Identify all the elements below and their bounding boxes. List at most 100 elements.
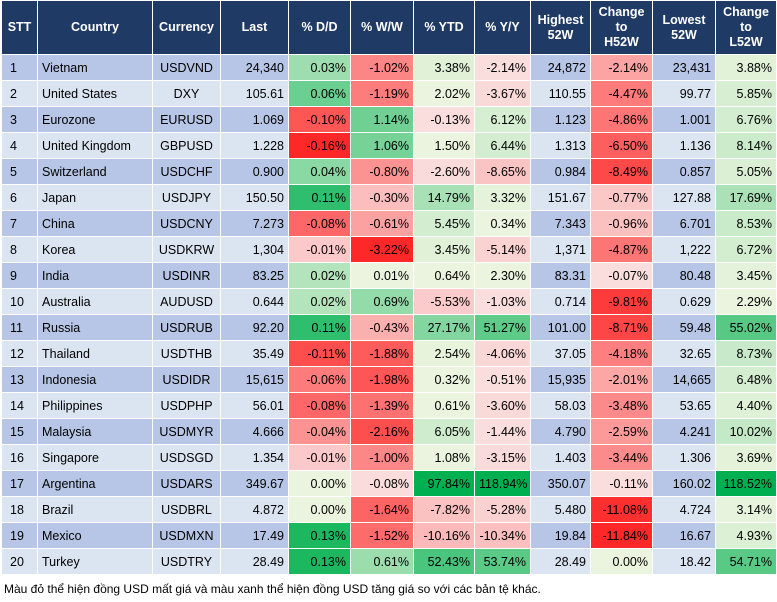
table-cell: USDTRY (152, 548, 221, 575)
table-cell: -2.14% (590, 54, 653, 81)
table-cell: 80.48 (652, 262, 716, 289)
column-header: Change to H52W (590, 0, 653, 55)
table-cell: 4.93% (715, 522, 777, 549)
table-cell: 4.724 (652, 496, 716, 523)
column-header: Country (37, 0, 153, 55)
table-row: 20 Turkey USDTRY 28.49 0.13% 0.61% 52.43% 53.74… (1, 548, 777, 575)
table-cell: -0.01% (288, 444, 351, 471)
table-cell: 24,872 (530, 54, 591, 81)
table-cell: -8.71% (590, 314, 653, 341)
table-cell: 5.45% (413, 210, 475, 237)
table-cell: 0.644 (220, 288, 289, 315)
table-cell: 4 (1, 132, 38, 159)
table-cell: 0.00% (590, 548, 653, 575)
table-cell: 0.629 (652, 288, 716, 315)
table-cell: 0.11% (288, 314, 351, 341)
table-cell: 0.13% (288, 522, 351, 549)
table-cell: -0.96% (590, 210, 653, 237)
table-cell: USDTHB (152, 340, 221, 367)
table-cell: 0.857 (652, 158, 716, 185)
table-cell: -1.39% (350, 392, 414, 419)
table-cell: 0.34% (474, 210, 531, 237)
table-body: 1 Vietnam USDVND 24,340 0.03% -1.02% 3.38% -2.1… (1, 54, 777, 575)
table-row: 13 Indonesia USDIDR 15,615 -0.06% -1.98% 0.32%… (1, 366, 777, 393)
table-cell: China (37, 210, 153, 237)
table-cell: 1.136 (652, 132, 716, 159)
table-cell: -2.59% (590, 418, 653, 445)
table-cell: 2.30% (474, 262, 531, 289)
table-cell: -1.00% (350, 444, 414, 471)
table-cell: -0.77% (590, 184, 653, 211)
table-cell: Philippines (37, 392, 153, 419)
table-cell: 8.73% (715, 340, 777, 367)
table-cell: 6 (1, 184, 38, 211)
table-cell: 53.65 (652, 392, 716, 419)
column-header: Lowest 52W (652, 0, 716, 55)
table-cell: AUDUSD (152, 288, 221, 315)
table-cell: 150.50 (220, 184, 289, 211)
table-cell: USDSGD (152, 444, 221, 471)
table-cell: -0.08% (288, 392, 351, 419)
table-cell: -0.80% (350, 158, 414, 185)
table-cell: 92.20 (220, 314, 289, 341)
footnote: Màu đỏ thể hiện đồng USD mất giá và màu … (4, 582, 541, 596)
table-cell: 6.48% (715, 366, 777, 393)
table-cell: Mexico (37, 522, 153, 549)
table-cell: 3.69% (715, 444, 777, 471)
table-cell: -1.03% (474, 288, 531, 315)
table-cell: -2.60% (413, 158, 475, 185)
table-cell: -0.01% (288, 236, 351, 263)
table-row: 1 Vietnam USDVND 24,340 0.03% -1.02% 3.38% -2.1… (1, 54, 777, 81)
table-cell: -3.48% (590, 392, 653, 419)
table-cell: 1.14% (350, 106, 414, 133)
table-cell: 99.77 (652, 80, 716, 107)
table-cell: 1.123 (530, 106, 591, 133)
fx-table: STT Country Currency Last% D/D% W/W% YTD% Y… (1, 0, 777, 575)
table-cell: 118.52% (715, 470, 777, 497)
table-cell: Switzerland (37, 158, 153, 185)
table-cell: 5.05% (715, 158, 777, 185)
table-cell: USDVND (152, 54, 221, 81)
column-header: Currency (152, 0, 221, 55)
table-cell: 0.00% (288, 470, 351, 497)
table-cell: 55.02% (715, 314, 777, 341)
table-row: 15 Malaysia USDMYR 4.666 -0.04% -2.16% 6.05% -1… (1, 418, 777, 445)
table-cell: -0.51% (474, 366, 531, 393)
table-cell: -1.64% (350, 496, 414, 523)
table-cell: 17.49 (220, 522, 289, 549)
table-cell: -2.14% (474, 54, 531, 81)
table-cell: USDBRL (152, 496, 221, 523)
table-cell: 15,615 (220, 366, 289, 393)
table-cell: USDCNY (152, 210, 221, 237)
table-cell: 83.31 (530, 262, 591, 289)
table-cell: 27.17% (413, 314, 475, 341)
table-cell: EURUSD (152, 106, 221, 133)
table-cell: 1.313 (530, 132, 591, 159)
column-header: % YTD (413, 0, 475, 55)
table-cell: 3.38% (413, 54, 475, 81)
table-cell: USDMXN (152, 522, 221, 549)
table-cell: 0.900 (220, 158, 289, 185)
table-cell: 110.55 (530, 80, 591, 107)
table-cell: -0.43% (350, 314, 414, 341)
table-cell: 7 (1, 210, 38, 237)
table-cell: -9.81% (590, 288, 653, 315)
table-cell: 16.67 (652, 522, 716, 549)
table-cell: 0.61% (413, 392, 475, 419)
table-cell: 0.714 (530, 288, 591, 315)
table-cell: -8.49% (590, 158, 653, 185)
table-cell: 1 (1, 54, 38, 81)
table-cell: 1.069 (220, 106, 289, 133)
table-cell: -3.44% (590, 444, 653, 471)
table-cell: 20 (1, 548, 38, 575)
table-cell: 4.872 (220, 496, 289, 523)
table-cell: 0.64% (413, 262, 475, 289)
table-cell: USDCHF (152, 158, 221, 185)
table-row: 4 United Kingdom GBPUSD 1.228 -0.16% 1.06% 1.5… (1, 132, 777, 159)
table-cell: 151.67 (530, 184, 591, 211)
table-cell: -1.19% (350, 80, 414, 107)
table-cell: Argentina (37, 470, 153, 497)
table-cell: 0.04% (288, 158, 351, 185)
table-cell: 52.43% (413, 548, 475, 575)
table-cell: 3.45% (413, 236, 475, 263)
